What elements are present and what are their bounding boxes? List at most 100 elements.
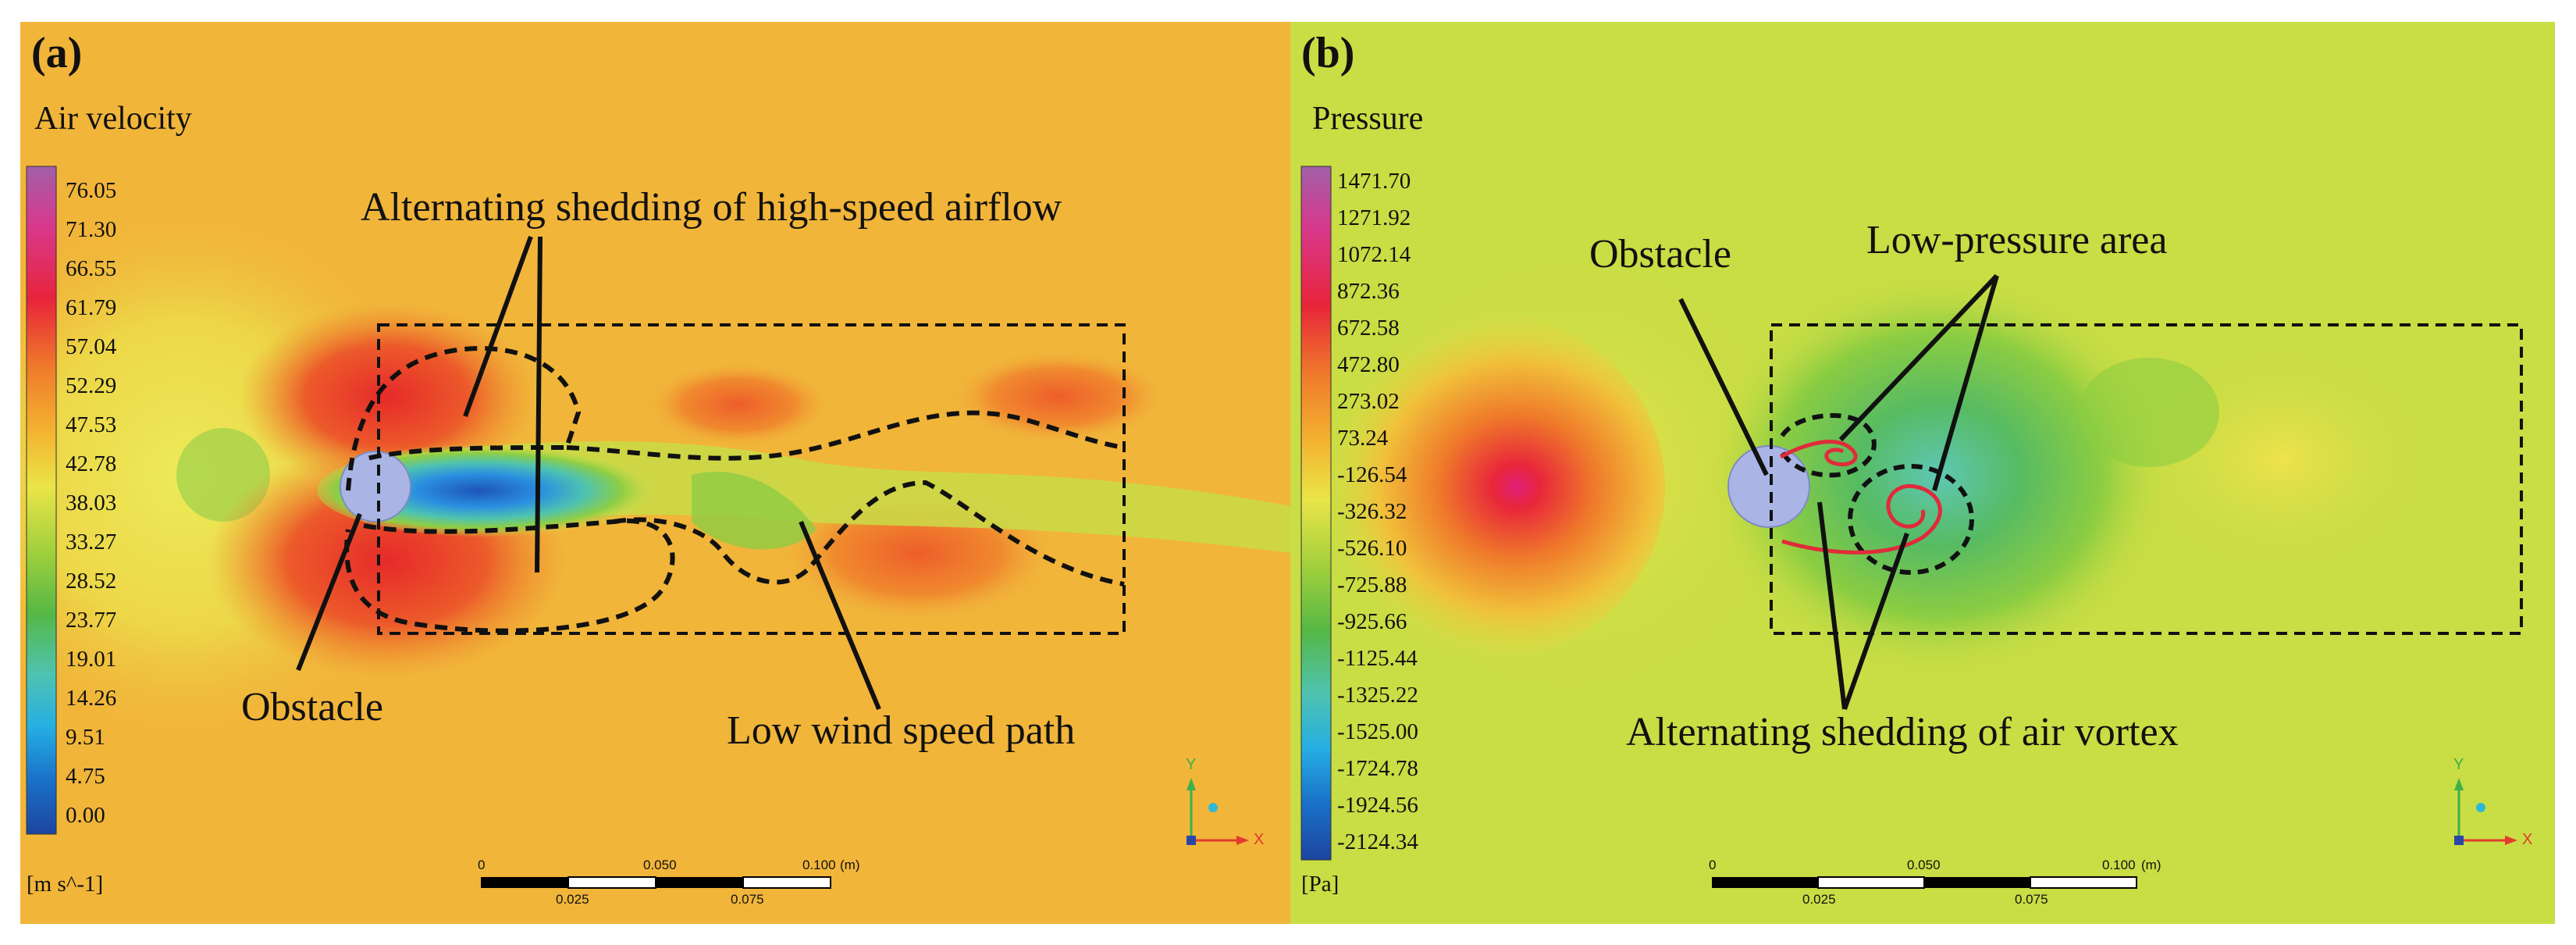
colorbar-tick: -526.10 (1337, 536, 1407, 561)
leader-line-obstacle-b (1678, 298, 1769, 476)
colorbar-tick: 1471.70 (1337, 169, 1411, 194)
colorbar-tick: -1325.22 (1337, 683, 1418, 708)
velocity-field-plot (20, 22, 1290, 924)
axis-x-label: X (2522, 831, 2533, 848)
scale-label-0025: 0.025 (1802, 892, 1836, 907)
scale-label-0: 0 (1709, 858, 1717, 872)
colorbar-tick: 33.27 (66, 530, 117, 555)
axes-triad (2454, 778, 2517, 845)
axis-y-label: Y (1186, 756, 1197, 773)
scale-label-0100: 0.100 (802, 858, 836, 872)
colorbar-tick: -1724.78 (1337, 756, 1418, 781)
colorbar-tick: 28.52 (66, 569, 117, 594)
colorbar-tick: -1125.44 (1337, 646, 1418, 671)
colorbar-tick: 42.78 (66, 451, 117, 476)
annotation-low-wind: Low wind speed path (727, 708, 1076, 753)
panel-a: (a) Air velocity Alternating shedding of… (20, 22, 1290, 924)
colorbar-tick: 38.03 (66, 490, 117, 515)
colorbar-tick: 0.00 (66, 803, 105, 828)
high-speed-blob-1 (645, 362, 832, 448)
scale-label-0100: 0.100 (2102, 858, 2136, 872)
panel-label-a: (a) (31, 29, 83, 77)
annotation-obstacle-b: Obstacle (1589, 232, 1731, 276)
low-wind-path-outline-top (566, 410, 1125, 461)
axis-y-label: Y (2453, 756, 2464, 773)
colorbar-tick: 47.53 (66, 412, 117, 437)
colorbar-tick: 66.55 (66, 256, 117, 281)
colorbar-tick: 76.05 (66, 178, 117, 203)
colorbar-tick: 1271.92 (1337, 205, 1411, 230)
colorbar-tick: 672.58 (1337, 316, 1400, 341)
colorbar-tick: 71.30 (66, 217, 117, 242)
colorbar-tick: 1072.14 (1337, 242, 1411, 267)
colorbar-tick: 52.29 (66, 373, 117, 398)
low-pressure-outline-small (1780, 413, 1877, 478)
annotation-vortex: Alternating shedding of air vortex (1626, 710, 2179, 754)
colorbar-tick: 4.75 (66, 764, 105, 789)
colorbar-tick: 9.51 (66, 725, 105, 750)
downstream-green-patch (2079, 358, 2219, 467)
colorbar-tick: -1924.56 (1337, 793, 1418, 818)
vortex-spiral-1 (1779, 440, 1858, 467)
low-speed-wake-core (317, 444, 676, 537)
leader-line-vortex-2 (1842, 532, 1909, 711)
velocity-colorbar (26, 166, 57, 835)
scale-unit: (m) (2141, 858, 2161, 872)
vortex-spiral-2 (1781, 484, 1942, 555)
scale-label-0050: 0.050 (643, 858, 677, 872)
annotation-low-pressure: Low-pressure area (1866, 218, 2168, 262)
scale-bar (1712, 876, 2137, 889)
scale-label-0050: 0.050 (1907, 858, 1941, 872)
obstacle-cylinder (340, 451, 411, 522)
colorbar-tick: 23.77 (66, 608, 117, 633)
panel-label-b: (b) (1301, 29, 1355, 77)
scale-unit: (m) (840, 858, 860, 872)
colorbar-tick: -2124.34 (1337, 829, 1418, 854)
colorbar-title-b: Pressure (1312, 101, 1424, 137)
high-speed-region-outline-bottom (344, 518, 675, 633)
colorbar-tick: -1525.00 (1337, 719, 1418, 744)
colorbar-tick: 57.04 (66, 334, 117, 359)
colorbar-tick: 19.01 (66, 647, 117, 672)
wake-green-patch (692, 472, 817, 550)
panel-b: (b) Pressure Obstacle Low-pressure area … (1290, 22, 2555, 924)
obstacle-cylinder (1727, 445, 1810, 528)
leader-line-low-pressure-1 (1838, 273, 1999, 442)
colorbar-tick: 472.80 (1337, 352, 1400, 377)
scale-label-0075: 0.075 (2015, 892, 2048, 907)
scale-label-0075: 0.075 (731, 892, 764, 907)
colorbar-unit-a: [m s^-1] (27, 872, 104, 897)
high-speed-region-outline-top (346, 346, 582, 491)
leader-line-shedding-2 (535, 236, 543, 573)
leader-line-vortex-1 (1817, 501, 1847, 710)
colorbar-tick: 872.36 (1337, 279, 1400, 304)
axis-x-label: X (1254, 831, 1265, 848)
pressure-field-plot (1290, 22, 2555, 924)
colorbar-tick: -725.88 (1337, 572, 1407, 597)
annotation-obstacle-a: Obstacle (241, 685, 383, 729)
leader-line-low-wind (799, 520, 881, 711)
colorbar-unit-b: [Pa] (1301, 872, 1340, 897)
region-box (377, 323, 1126, 635)
colorbar-tick: 14.26 (66, 686, 117, 711)
region-box (1770, 323, 2523, 635)
low-wind-path-outline-bottom (613, 480, 1125, 587)
high-speed-blob-2 (949, 350, 1168, 444)
axes-triad (1187, 778, 1249, 845)
scale-bar (481, 876, 831, 889)
annotation-shedding: Alternating shedding of high-speed airfl… (361, 185, 1062, 230)
colorbar-tick: -326.32 (1337, 499, 1407, 524)
leader-line-shedding-1 (463, 235, 533, 418)
leader-line-low-pressure-2 (1932, 275, 1999, 491)
scale-label-0025: 0.025 (556, 892, 589, 907)
colorbar-tick: 73.24 (1337, 426, 1389, 451)
colorbar-title-a: Air velocity (34, 101, 192, 137)
low-pressure-outline-large (1848, 464, 1974, 575)
scale-label-0: 0 (478, 858, 486, 872)
leader-line-obstacle-a (296, 512, 362, 672)
high-speed-lobe-top (239, 303, 535, 490)
colorbar-tick: 273.02 (1337, 389, 1400, 414)
colorbar-tick: 61.79 (66, 295, 117, 320)
colorbar-tick: -126.54 (1337, 462, 1407, 487)
colorbar-tick: -925.66 (1337, 609, 1407, 634)
